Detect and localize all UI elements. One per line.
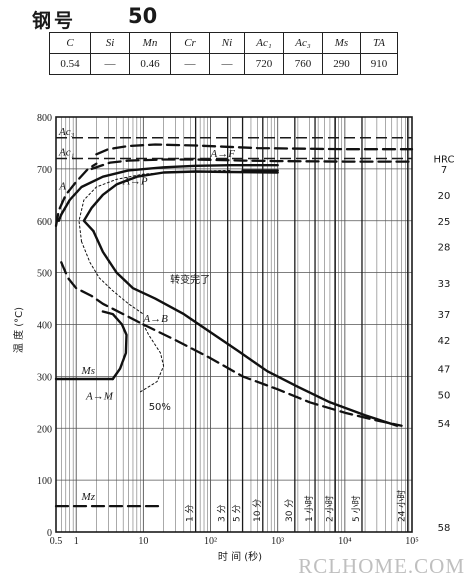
x-ticks: 0.5 1 10 10² 10³ 10⁴ 10⁵ <box>50 536 419 547</box>
time-marker-label: 3 分 <box>217 504 228 522</box>
time-marker-label: 5 小时 <box>350 495 362 522</box>
x-tick-label: 0.5 <box>50 536 63 547</box>
chart-annotation: A <box>58 181 66 193</box>
composition-table: C Si Mn Cr Ni Ac₁ Ac₃ Ms TA 0.54 — 0.46 … <box>49 32 398 75</box>
hrc-value: 50 <box>438 391 451 402</box>
y-tick-label: 700 <box>37 165 52 176</box>
hrc-value: 47 <box>438 365 451 376</box>
y-tick-label: 300 <box>37 372 52 383</box>
composition-value-row: 0.54 — 0.46 — — 720 760 290 910 <box>49 53 398 75</box>
x-tick-label: 1 <box>74 536 79 547</box>
composition-header-row: C Si Mn Cr Ni Ac₁ Ac₃ Ms TA <box>49 32 398 54</box>
cct-curve <box>101 310 128 381</box>
x-tick-label: 10⁴ <box>338 536 352 547</box>
cct-curve <box>92 229 399 427</box>
cct-curve <box>142 323 403 427</box>
chart-annotation: 转变完了 <box>170 273 210 286</box>
x-tick-label: 10³ <box>271 536 284 547</box>
time-marker-label: 10 分 <box>252 499 263 522</box>
hrc-value: 28 <box>438 243 451 254</box>
reference-line-label: Ac₁ <box>58 147 75 159</box>
hrc-value: 20 <box>438 191 451 202</box>
chart-annotation: A→M <box>85 391 114 403</box>
plot-frame <box>55 116 413 533</box>
chart-annotation: Ms <box>81 365 95 377</box>
hrc-value: 54 <box>438 419 451 430</box>
x-tick-label: 10⁵ <box>405 536 419 547</box>
cct-curve <box>54 162 98 228</box>
y-tick-label: 800 <box>37 113 52 124</box>
cct-curve <box>95 143 414 156</box>
value-cell-ta: 910 <box>360 53 398 75</box>
time-marker-lines: 1 分 3 分 5 分 10 分 30 分 1 小时 2 小时 5 小时 24 小时 <box>185 117 409 532</box>
value-cell-ni: — <box>209 53 245 75</box>
value-cell-ac3: 760 <box>283 53 323 75</box>
time-marker-label: 1 分 <box>185 504 196 522</box>
cct-curve <box>81 241 144 315</box>
chart-grid <box>55 116 412 533</box>
chart-annotation: A→F <box>210 148 236 160</box>
hrc-label: HRC <box>434 155 455 166</box>
chart-annotation: A→P <box>122 175 148 187</box>
y-tick-label: 500 <box>37 269 52 280</box>
chart-annotation: A→B <box>142 313 168 325</box>
chart-annotations: A A→P A→F A→B A→M Ms Mz 转变完了 50% <box>58 148 235 503</box>
time-marker-label: 24 小时 <box>396 490 408 522</box>
steel-grade-label: 钢号 <box>32 10 77 32</box>
reference-line-label: Ac₃ <box>58 126 75 138</box>
cct-curve <box>82 170 279 233</box>
watermark: RCLHOME.COM <box>298 554 465 578</box>
time-marker-label: 1 小时 <box>303 495 315 522</box>
cct-curve <box>57 164 279 222</box>
cct-curve <box>90 158 414 171</box>
reference-lines: Ac₃ Ac₁ <box>56 126 412 160</box>
value-cell-mn: 0.46 <box>129 53 171 75</box>
cct-curve <box>60 261 145 326</box>
y-tick-label: 400 <box>37 321 52 332</box>
time-marker-label: 5 分 <box>232 504 243 522</box>
chart-annotation: 50% <box>149 402 171 413</box>
steel-header: 钢号 50 <box>0 0 471 32</box>
y-tick-label: 600 <box>37 217 52 228</box>
x-axis-label: 时 间 (秒) <box>218 550 262 563</box>
hrc-value: 58 <box>438 523 451 534</box>
y-tick-label: 100 <box>37 476 52 487</box>
chart-curves <box>54 143 414 508</box>
y-tick-label: 0 <box>47 528 52 539</box>
y-tick-label: 200 <box>37 424 52 435</box>
hrc-value: 33 <box>438 279 451 290</box>
steel-grade-value: 50 <box>128 4 158 28</box>
value-cell-ms: 290 <box>322 53 361 75</box>
y-axis-label: 温 度 (°C) <box>12 307 25 353</box>
hrc-value: 25 <box>438 217 451 228</box>
x-tick-label: 10² <box>204 536 217 547</box>
x-tick-label: 10 <box>138 536 148 547</box>
cct-curve <box>139 324 165 393</box>
time-marker-label: 2 小时 <box>323 495 335 522</box>
chart-annotation: Mz <box>81 491 96 503</box>
time-marker-label: 30 分 <box>284 499 295 522</box>
y-ticks: 0 100 200 300 400 500 600 700 800 <box>37 113 52 539</box>
hrc-value: 37 <box>438 310 451 321</box>
cct-curve <box>78 169 232 242</box>
hrc-value: 42 <box>438 336 451 347</box>
value-cell-c: 0.54 <box>49 53 91 75</box>
hrc-value: 7 <box>441 165 447 176</box>
